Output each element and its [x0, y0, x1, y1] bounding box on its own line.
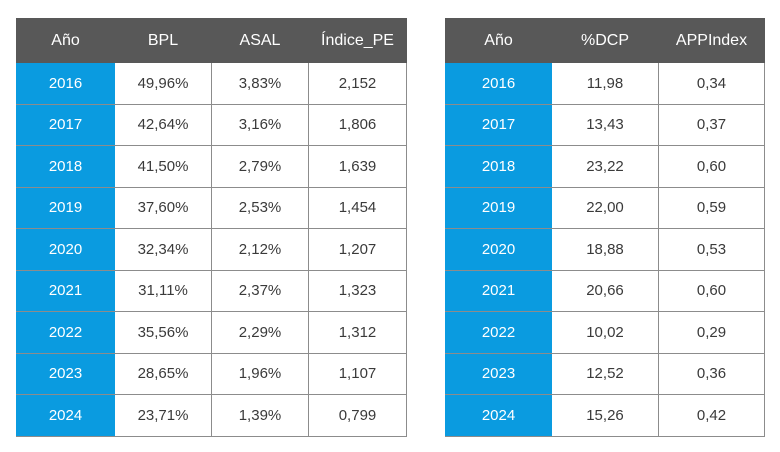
value-cell: 41,50%: [114, 145, 212, 188]
year-cell: 2019: [16, 186, 115, 229]
value-cell: 0,799: [308, 394, 407, 437]
table-row: 2019 37,60% 2,53% 1,454: [16, 186, 407, 229]
year-cell: 2017: [16, 103, 115, 146]
value-cell: 0,37: [658, 103, 765, 146]
header-row: Año BPL ASAL Índice_PE: [16, 18, 407, 63]
value-cell: 18,88: [551, 228, 659, 271]
table-row: 2023 12,52 0,36: [445, 352, 765, 395]
table-row: 2021 20,66 0,60: [445, 269, 765, 312]
table-row: 2020 18,88 0,53: [445, 228, 765, 271]
value-cell: 2,37%: [211, 269, 309, 312]
value-cell: 1,806: [308, 103, 407, 146]
value-cell: 15,26: [551, 394, 659, 437]
value-cell: 1,207: [308, 228, 407, 271]
table-row: 2024 15,26 0,42: [445, 394, 765, 437]
table-right: Año %DCP APPIndex 2016 11,98 0,34 2017 13,43…: [445, 18, 765, 437]
table-row: 2016 49,96% 3,83% 2,152: [16, 62, 407, 105]
value-cell: 3,83%: [211, 62, 309, 105]
table-row: 2024 23,71% 1,39% 0,799: [16, 394, 407, 437]
value-cell: 12,52: [551, 352, 659, 395]
value-cell: 1,323: [308, 269, 407, 312]
value-cell: 28,65%: [114, 352, 212, 395]
table-row: 2018 23,22 0,60: [445, 145, 765, 188]
year-cell: 2016: [16, 62, 115, 105]
column-header-indice-pe: Índice_PE: [308, 18, 407, 63]
value-cell: 0,60: [658, 145, 765, 188]
value-cell: 1,107: [308, 352, 407, 395]
value-cell: 0,60: [658, 269, 765, 312]
table-row: 2023 28,65% 1,96% 1,107: [16, 352, 407, 395]
value-cell: 1,39%: [211, 394, 309, 437]
value-cell: 1,454: [308, 186, 407, 229]
value-cell: 49,96%: [114, 62, 212, 105]
table-row: 2019 22,00 0,59: [445, 186, 765, 229]
table-row: 2022 35,56% 2,29% 1,312: [16, 311, 407, 354]
column-header-asal: ASAL: [211, 18, 309, 63]
value-cell: 0,59: [658, 186, 765, 229]
value-cell: 22,00: [551, 186, 659, 229]
year-cell: 2024: [445, 394, 552, 437]
table-row: 2017 13,43 0,37: [445, 103, 765, 146]
header-row: Año %DCP APPIndex: [445, 18, 765, 63]
year-cell: 2016: [445, 62, 552, 105]
value-cell: 0,29: [658, 311, 765, 354]
column-header-dcp: %DCP: [551, 18, 659, 63]
value-cell: 1,96%: [211, 352, 309, 395]
value-cell: 2,12%: [211, 228, 309, 271]
table-row: 2021 31,11% 2,37% 1,323: [16, 269, 407, 312]
table-left: Año BPL ASAL Índice_PE 2016 49,96% 3,83% 2,…: [16, 18, 407, 437]
year-cell: 2020: [16, 228, 115, 271]
value-cell: 2,79%: [211, 145, 309, 188]
value-cell: 23,71%: [114, 394, 212, 437]
table-body: 2016 49,96% 3,83% 2,152 2017 42,64% 3,16% 1,806…: [16, 62, 407, 437]
value-cell: 37,60%: [114, 186, 212, 229]
year-cell: 2021: [16, 269, 115, 312]
value-cell: 2,152: [308, 62, 407, 105]
value-cell: 0,34: [658, 62, 765, 105]
year-cell: 2023: [445, 352, 552, 395]
column-header-bpl: BPL: [114, 18, 212, 63]
value-cell: 0,42: [658, 394, 765, 437]
value-cell: 1,639: [308, 145, 407, 188]
value-cell: 0,53: [658, 228, 765, 271]
value-cell: 2,29%: [211, 311, 309, 354]
table-row: 2016 11,98 0,34: [445, 62, 765, 105]
year-cell: 2020: [445, 228, 552, 271]
value-cell: 0,36: [658, 352, 765, 395]
value-cell: 23,22: [551, 145, 659, 188]
table-row: 2020 32,34% 2,12% 1,207: [16, 228, 407, 271]
value-cell: 42,64%: [114, 103, 212, 146]
year-cell: 2022: [16, 311, 115, 354]
year-cell: 2019: [445, 186, 552, 229]
column-header-year: Año: [16, 18, 115, 63]
value-cell: 31,11%: [114, 269, 212, 312]
value-cell: 10,02: [551, 311, 659, 354]
column-header-appindex: APPIndex: [658, 18, 765, 63]
column-header-year: Año: [445, 18, 552, 63]
value-cell: 32,34%: [114, 228, 212, 271]
year-cell: 2018: [445, 145, 552, 188]
value-cell: 20,66: [551, 269, 659, 312]
year-cell: 2018: [16, 145, 115, 188]
value-cell: 1,312: [308, 311, 407, 354]
year-cell: 2022: [445, 311, 552, 354]
value-cell: 2,53%: [211, 186, 309, 229]
year-cell: 2021: [445, 269, 552, 312]
table-row: 2022 10,02 0,29: [445, 311, 765, 354]
value-cell: 11,98: [551, 62, 659, 105]
table-row: 2017 42,64% 3,16% 1,806: [16, 103, 407, 146]
year-cell: 2023: [16, 352, 115, 395]
table-row: 2018 41,50% 2,79% 1,639: [16, 145, 407, 188]
value-cell: 35,56%: [114, 311, 212, 354]
year-cell: 2024: [16, 394, 115, 437]
value-cell: 13,43: [551, 103, 659, 146]
value-cell: 3,16%: [211, 103, 309, 146]
table-body: 2016 11,98 0,34 2017 13,43 0,37 2018 23,22 0,60 2…: [445, 62, 765, 437]
year-cell: 2017: [445, 103, 552, 146]
